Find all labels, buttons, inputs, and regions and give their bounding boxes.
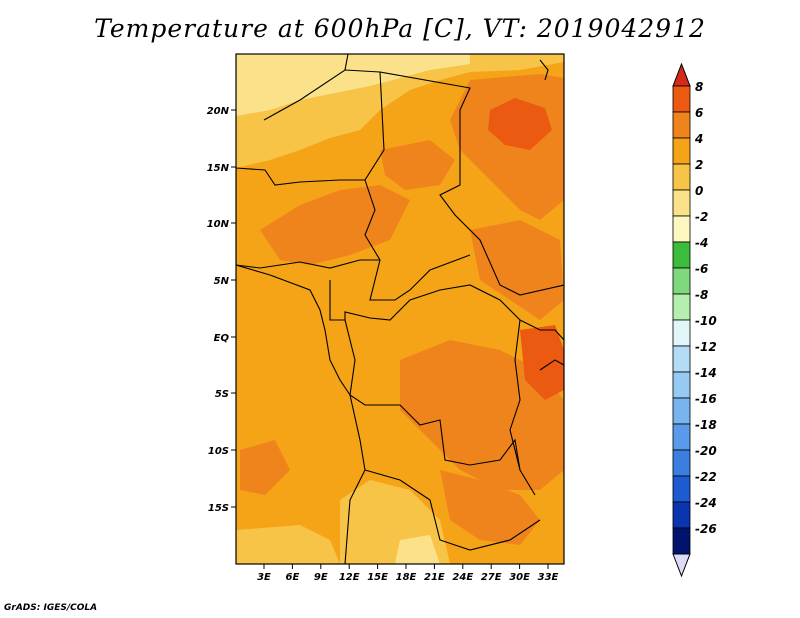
lon-label: 3E [257,572,271,583]
country-borders [236,54,564,564]
lat-label: 15S [208,503,229,514]
grads-credit: GrADS: IGES/COLA [4,603,98,613]
lon-label: 18E [396,572,417,583]
lat-label: 15N [207,163,230,174]
colorbar-label: 8 [695,80,703,94]
map-title: Temperature at 600hPa [C], VT: 201904291… [94,14,706,43]
colorbar-label: -20 [695,444,717,458]
colorbar-swatch [672,163,691,191]
colorbar-swatch [672,137,691,165]
colorbar-label: -12 [695,340,717,354]
lon-label: 33E [538,572,559,583]
lon-label: 24E [452,572,473,583]
colorbar-top-arrow [672,62,691,87]
lat-label: 5N [214,276,230,287]
colorbar-swatch [672,189,691,217]
lon-label: 9E [314,572,328,583]
lon-label: 30E [509,572,530,583]
colorbar-label: -2 [695,210,708,224]
colorbar-swatch [672,319,691,347]
lon-label: 21E [424,572,445,583]
temperature-field [236,54,564,564]
plot-frame [235,53,565,565]
colorbar-label: 6 [695,106,703,120]
colorbar-label: 0 [695,184,703,198]
colorbar-label: -18 [695,418,717,432]
colorbar-swatch [672,501,691,529]
colorbar-swatch [672,85,691,113]
colorbar-label: -8 [695,288,708,302]
colorbar-swatch [672,475,691,503]
colorbar-swatch [672,345,691,373]
colorbar-label: -16 [695,392,717,406]
latitude-axis: 20N 15N 10N 5N EQ 5S 10S 15S [207,106,236,514]
lat-label: EQ [214,333,230,344]
colorbar-swatch [672,111,691,139]
colorbar-swatch [672,267,691,295]
colorbar-swatch [672,293,691,321]
colorbar-label: -10 [695,314,717,328]
colorbar-swatch [672,371,691,399]
lat-label: 10N [207,219,230,230]
colorbar-swatch [672,423,691,451]
colorbar-label: -4 [695,236,708,250]
lon-label: 12E [339,572,360,583]
colorbar-label: -24 [695,496,717,510]
colorbar-label: -26 [695,522,717,536]
colorbar-label: 4 [694,132,703,146]
colorbar-swatch [672,241,691,269]
lon-label: 27E [481,572,502,583]
colorbar-label: -6 [695,262,708,276]
colorbar-label: -14 [695,366,717,380]
colorbar-label: -22 [695,470,717,484]
colorbar-swatch [672,215,691,243]
colorbar-swatch [672,527,691,555]
lon-label: 15E [367,572,388,583]
colorbar-swatch [672,449,691,477]
lon-label: 6E [286,572,300,583]
lat-label: 20N [207,106,230,117]
longitude-axis: 3E 6E 9E 12E 15E 18E 21E 24E 27E 30E 33E [257,564,559,583]
lat-label: 5S [215,389,229,400]
colorbar: 8 6 4 2 0 -2 -4 -6 -8 -10 -12 -14 -16 -18 -20 -22 -24 -26 [672,62,717,578]
colorbar-swatch [672,397,691,425]
lat-label: 10S [208,446,229,457]
colorbar-label: 2 [695,158,703,172]
colorbar-bottom-arrow [672,553,691,578]
